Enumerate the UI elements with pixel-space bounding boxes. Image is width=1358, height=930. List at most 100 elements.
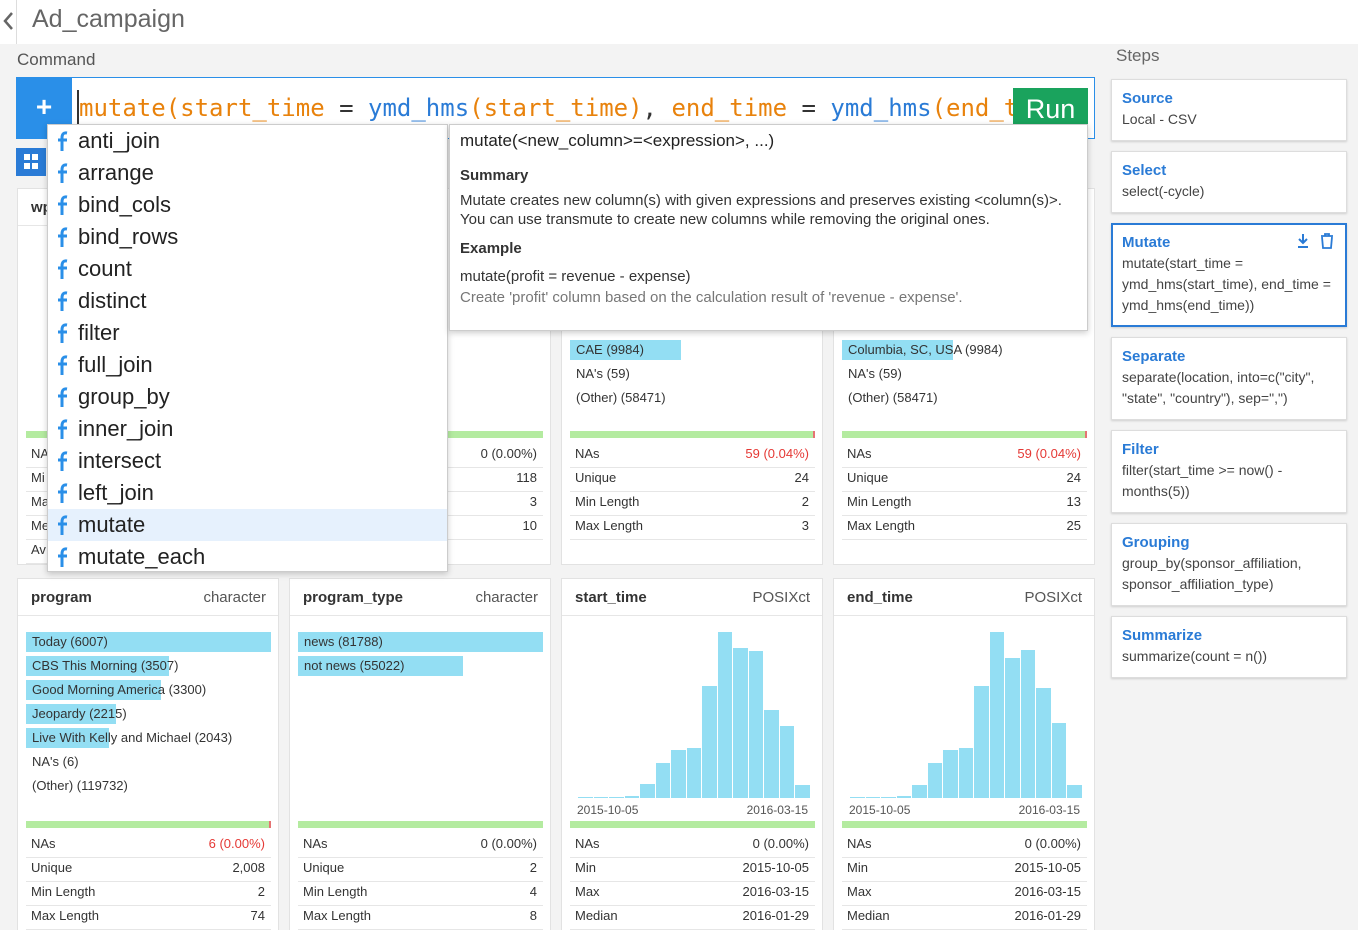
histogram-bar bbox=[686, 748, 702, 798]
column-type: POSIXct bbox=[1024, 589, 1082, 606]
stat-label: Av bbox=[31, 542, 46, 557]
histogram-bar bbox=[795, 785, 810, 798]
other-label: NA's (59) bbox=[848, 366, 902, 381]
autocomplete-item[interactable]: full_join bbox=[48, 349, 447, 381]
stat-value: 2,008 bbox=[232, 860, 265, 875]
code-token: end_time bbox=[671, 94, 788, 122]
column-type: POSIXct bbox=[752, 589, 810, 606]
run-button[interactable]: Run bbox=[1013, 88, 1088, 130]
item-label: mutate bbox=[78, 512, 146, 537]
help-tooltip: mutate(<new_column>=<expression>, ...) S… bbox=[449, 124, 1088, 331]
function-icon bbox=[58, 227, 68, 247]
stat-value: 2 bbox=[801, 494, 809, 509]
code-token: mutate(start_time bbox=[79, 94, 325, 122]
code-token: = bbox=[787, 94, 831, 122]
function-icon bbox=[58, 163, 68, 183]
summary-heading: Summary bbox=[460, 167, 529, 184]
stat-value: 0 (0.00%) bbox=[752, 836, 809, 851]
stat-rule bbox=[570, 539, 815, 540]
autocomplete-item[interactable]: inner_join bbox=[48, 413, 447, 445]
step-title: Summarize bbox=[1122, 627, 1203, 644]
back-button[interactable] bbox=[0, 8, 16, 34]
histogram-bar bbox=[1005, 658, 1020, 798]
code-token: ymd_hms bbox=[368, 94, 470, 122]
histogram-bar bbox=[974, 686, 989, 798]
stat-rule bbox=[570, 905, 815, 906]
stat-label: NAs bbox=[575, 446, 600, 461]
stat-value: 2 bbox=[529, 860, 537, 875]
example-heading: Example bbox=[460, 240, 522, 257]
autocomplete-item[interactable]: mutate_each bbox=[48, 541, 447, 573]
autocomplete-item[interactable]: distinct bbox=[48, 285, 447, 317]
function-icon bbox=[58, 291, 68, 311]
histogram-bar bbox=[624, 796, 640, 798]
autocomplete-item[interactable]: anti_join bbox=[48, 125, 447, 157]
function-icon bbox=[58, 515, 68, 535]
autocomplete-item[interactable]: left_join bbox=[48, 477, 447, 509]
stat-label: Min Length bbox=[847, 494, 912, 509]
add-button[interactable]: + bbox=[16, 77, 72, 139]
stat-rule bbox=[842, 905, 1087, 906]
x-axis-label: 2016-03-15 bbox=[746, 803, 808, 817]
step-title: Filter bbox=[1122, 441, 1159, 458]
item-label: full_join bbox=[78, 352, 153, 377]
header-rule bbox=[18, 615, 278, 616]
stat-value: 13 bbox=[1066, 494, 1081, 509]
autocomplete-item[interactable]: filter bbox=[48, 317, 447, 349]
column-name: program_type bbox=[303, 589, 404, 606]
stat-label: Max bbox=[575, 884, 600, 899]
stat-value: 24 bbox=[794, 470, 809, 485]
stat-rule bbox=[298, 857, 543, 858]
autocomplete-item[interactable]: arrange bbox=[48, 157, 447, 189]
step-body: select(-cycle) bbox=[1122, 183, 1205, 199]
signature: mutate(<new_column>=<expression>, ...) bbox=[460, 131, 775, 150]
valid-ratio-bar bbox=[26, 821, 271, 828]
autocomplete-item[interactable]: count bbox=[48, 253, 447, 285]
stat-rule bbox=[842, 857, 1087, 858]
autocomplete-item[interactable]: bind_cols bbox=[48, 189, 447, 221]
histogram-bar bbox=[702, 686, 717, 798]
item-label: mutate_each bbox=[78, 544, 206, 569]
step-card[interactable]: Mutate mutate(start_time = ymd_hms(start_… bbox=[1111, 223, 1347, 327]
code-token: ymd_hms bbox=[830, 94, 932, 122]
step-card[interactable]: Separate separate(location, into=c("city"… bbox=[1111, 337, 1347, 420]
stat-value: 10 bbox=[522, 518, 537, 533]
autocomplete-item[interactable]: bind_rows bbox=[48, 221, 447, 253]
stat-label: Max Length bbox=[303, 908, 371, 923]
command-input[interactable]: mutate(start_time = ymd_hms(start_time),… bbox=[77, 90, 1013, 126]
stat-label: NAs bbox=[31, 836, 56, 851]
valid-ratio-bar bbox=[842, 431, 1087, 438]
function-icon bbox=[58, 323, 68, 343]
histogram-bar bbox=[927, 763, 943, 798]
stat-label: Ma bbox=[31, 494, 50, 509]
step-card[interactable]: Select select(-cycle) bbox=[1111, 151, 1347, 213]
stat-rule bbox=[26, 857, 271, 858]
step-card[interactable]: Summarize summarize(count = n()) bbox=[1111, 616, 1347, 678]
code-token: = bbox=[324, 94, 368, 122]
histogram-bar bbox=[943, 750, 958, 798]
item-label: filter bbox=[78, 320, 120, 345]
autocomplete-item[interactable]: intersect bbox=[48, 445, 447, 477]
step-card[interactable]: Grouping group_by(sponsor_affiliation, sp… bbox=[1111, 523, 1347, 606]
stat-rule bbox=[298, 905, 543, 906]
bar-label: Live With Kelly and Michael (2043) bbox=[32, 730, 233, 745]
x-axis-label: 2015-10-05 bbox=[849, 803, 911, 817]
autocomplete-item[interactable]: group_by bbox=[48, 381, 447, 413]
column-card: program_type character news (81788) not new… bbox=[289, 578, 551, 930]
column-type: character bbox=[475, 589, 538, 606]
stat-label: NAs bbox=[303, 836, 328, 851]
stat-rule bbox=[842, 515, 1087, 516]
step-card[interactable]: Filter filter(start_time >= now() - month… bbox=[1111, 430, 1347, 513]
step-actions[interactable] bbox=[1297, 233, 1335, 249]
header-rule bbox=[290, 615, 550, 616]
stat-value: 2015-10-05 bbox=[1014, 860, 1082, 875]
step-card[interactable]: Source Local - CSV bbox=[1111, 79, 1347, 141]
valid-ratio-bar bbox=[570, 821, 815, 828]
autocomplete: anti_join arrange bind_cols bind_rows count d… bbox=[47, 124, 448, 572]
autocomplete-item[interactable]: mutate bbox=[48, 509, 447, 541]
stat-rule bbox=[26, 881, 271, 882]
histogram-bar bbox=[958, 748, 974, 798]
view-toggle[interactable] bbox=[16, 148, 46, 176]
x-axis-label: 2016-03-15 bbox=[1018, 803, 1080, 817]
stat-label: Me bbox=[31, 518, 50, 533]
